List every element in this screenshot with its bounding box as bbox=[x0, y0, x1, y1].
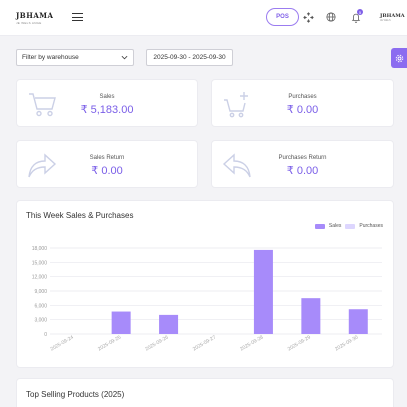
y-tick-label: 9,000 bbox=[34, 289, 47, 295]
cart-plus-icon bbox=[224, 92, 248, 118]
sales-return-value: ₹ 0.00 bbox=[91, 165, 123, 177]
x-tick-label: 2025-09-27 bbox=[192, 334, 217, 352]
y-tick-label: 6,000 bbox=[34, 303, 47, 309]
brand-logo[interactable]: JBHAMA JE WELS ANGE bbox=[16, 11, 54, 25]
menu-toggle-icon[interactable] bbox=[72, 13, 83, 21]
chart-legend: Sales Purchases bbox=[314, 223, 383, 229]
y-tick-label: 18,000 bbox=[32, 246, 48, 252]
sales-stat-card: Sales ₹ 5,183.00 bbox=[16, 79, 198, 127]
sales-purchases-bar-chart: 0 3,000 6,000 9,000 12,000 15,000 18,000 2025-0… bbox=[32, 246, 382, 353]
date-range-picker[interactable]: 2025-09-30 - 2025-09-30 bbox=[146, 49, 233, 66]
y-tick-label: 15,000 bbox=[32, 260, 48, 266]
top-selling-products-title: Top Selling Products (2025) bbox=[26, 390, 125, 399]
sales-bar bbox=[159, 314, 179, 334]
legend-purchases-label[interactable]: Purchases bbox=[359, 223, 383, 229]
fullscreen-icon[interactable] bbox=[302, 11, 314, 23]
brand-logo-text: JBHAMA bbox=[16, 11, 54, 20]
sales-value: ₹ 5,183.00 bbox=[80, 104, 134, 116]
brand-logo-subtext: JE WELS ANGE bbox=[16, 21, 42, 25]
purchases-label: Purchases bbox=[288, 94, 317, 100]
purchases-value: ₹ 0.00 bbox=[286, 104, 319, 116]
sales-bar bbox=[111, 311, 131, 334]
pos-button[interactable]: POS bbox=[266, 8, 299, 26]
x-tick-label: 2025-09-28 bbox=[239, 334, 264, 352]
top-navbar: JBHAMA JE WELS ANGE POS 5 JBHAMA JE WELS bbox=[0, 0, 407, 36]
sales-bar bbox=[253, 249, 273, 334]
notification-badge: 5 bbox=[357, 9, 363, 15]
x-tick-label: 2025-09-25 bbox=[97, 334, 122, 352]
legend-sales-label[interactable]: Sales bbox=[328, 223, 342, 229]
sales-bar bbox=[301, 298, 321, 334]
top-selling-products-card: Top Selling Products (2025) bbox=[16, 378, 394, 407]
weekly-chart-card: This Week Sales & Purchases Sales Purcha… bbox=[16, 200, 394, 368]
user-avatar-subtext: JE WELS bbox=[380, 19, 391, 22]
shopping-cart-icon bbox=[29, 93, 56, 117]
warehouse-filter-select[interactable]: Filter by warehouse bbox=[16, 49, 134, 66]
y-tick-label: 3,000 bbox=[34, 318, 47, 324]
chevron-down-icon bbox=[121, 55, 128, 60]
globe-icon[interactable] bbox=[325, 11, 337, 23]
sales-bar bbox=[348, 309, 368, 334]
settings-gear-icon[interactable] bbox=[391, 48, 407, 68]
purchases-return-stat-card: Purchases Return ₹ 0.00 bbox=[211, 140, 394, 188]
x-tick-label: 2025-09-24 bbox=[50, 334, 75, 352]
purchases-return-value: ₹ 0.00 bbox=[286, 165, 319, 177]
x-tick-label: 2025-09-29 bbox=[287, 334, 312, 352]
chart-title: This Week Sales & Purchases bbox=[26, 211, 134, 220]
x-tick-label: 2025-09-26 bbox=[144, 334, 169, 352]
legend-purchases-swatch bbox=[345, 223, 356, 229]
arrow-forward-icon bbox=[28, 153, 57, 178]
sales-label: Sales bbox=[99, 94, 115, 100]
y-tick-label: 0 bbox=[44, 332, 47, 338]
legend-sales-swatch bbox=[314, 223, 325, 229]
user-avatar[interactable]: JBHAMA JE WELS bbox=[380, 13, 405, 22]
x-tick-label: 2025-09-30 bbox=[334, 334, 359, 352]
arrow-back-icon bbox=[222, 153, 251, 178]
user-avatar-text: JBHAMA bbox=[380, 13, 405, 19]
warehouse-filter-value: Filter by warehouse bbox=[22, 54, 79, 61]
y-tick-label: 12,000 bbox=[32, 275, 48, 281]
purchases-return-label: Purchases Return bbox=[278, 155, 327, 161]
sales-return-label: Sales Return bbox=[89, 155, 125, 161]
purchases-stat-card: Purchases ₹ 0.00 bbox=[211, 79, 394, 127]
sales-return-stat-card: Sales Return ₹ 0.00 bbox=[16, 140, 198, 188]
